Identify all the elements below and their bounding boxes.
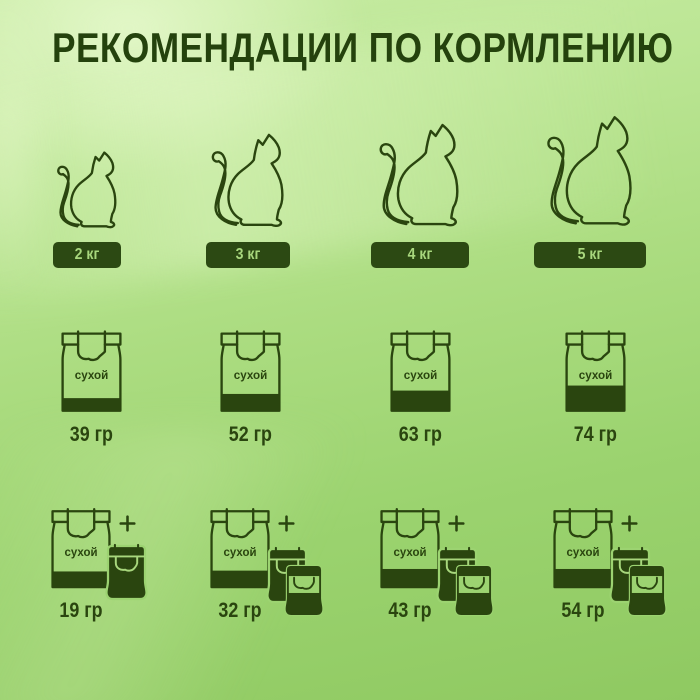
dry-food-bag-icon: сухой (210, 508, 270, 589)
combo-amount-label: 43 гр (388, 599, 432, 622)
bag-label: сухой (403, 368, 437, 382)
combo-column-3kg: сухой 32 гр (207, 507, 335, 622)
bag-label: сухой (74, 368, 108, 382)
dry-amount-label: 74 гр (573, 423, 617, 446)
dry-food-bag-icon: сухой (553, 508, 613, 589)
wet-pouch-half-icon (285, 563, 323, 618)
dry-food-bag-icon: сухой (380, 508, 440, 589)
weight-badge: 2 кг (53, 242, 121, 268)
cat-column-4kg: 4 кг (350, 108, 490, 268)
plus-icon (119, 515, 136, 532)
weight-label: 5 кг (577, 246, 603, 263)
dry-only-column-3kg: сухой 52 гр (195, 330, 305, 447)
weight-badge: 3 кг (206, 242, 290, 268)
cat-column-3kg: 3 кг (178, 108, 318, 268)
combo-column-5kg: сухой 54 гр (550, 507, 678, 622)
bag-label: сухой (65, 545, 98, 559)
combo-amount-label: 19 гр (59, 599, 103, 622)
dry-only-column-2kg: сухой 39 гр (36, 330, 146, 447)
weight-label: 3 кг (235, 246, 261, 263)
page-title: РЕКОМЕНДАЦИИ ПО КОРМЛЕНИЮ (52, 24, 674, 71)
combo-amount-label: 32 гр (218, 599, 262, 622)
dry-food-bag-icon: сухой (60, 330, 122, 412)
dry-amount-label: 39 гр (69, 423, 113, 446)
weight-badge: 4 кг (371, 242, 469, 268)
plus-icon (621, 515, 638, 532)
wet-pouch-icon (106, 543, 147, 601)
dry-only-column-4kg: сухой 63 гр (365, 330, 475, 447)
dry-food-bag-icon: сухой (564, 330, 626, 412)
wet-pouch-half-icon (455, 563, 493, 618)
bag-label: сухой (567, 545, 600, 559)
cat-icon (546, 116, 632, 226)
combo-column-2kg: сухой 19 гр (48, 507, 176, 622)
dry-food-bag-icon: сухой (51, 508, 111, 589)
dry-amount-label: 63 гр (398, 423, 442, 446)
weight-label: 4 кг (407, 246, 433, 263)
cat-column-5kg: 5 кг (520, 108, 660, 268)
dry-food-bag-icon: сухой (389, 330, 451, 412)
bag-label: сухой (578, 368, 612, 382)
bag-label: сухой (233, 368, 267, 382)
combo-column-4kg: сухой 43 гр (377, 507, 505, 622)
dry-amount-label: 52 гр (228, 423, 272, 446)
combo-amount-label: 54 гр (561, 599, 605, 622)
plus-icon (448, 515, 465, 532)
dry-food-bag-icon: сухой (219, 330, 281, 412)
weight-label: 2 кг (74, 246, 100, 263)
weight-badge: 5 кг (534, 242, 646, 268)
bag-label: сухой (394, 545, 427, 559)
cat-icon (211, 133, 284, 228)
cat-column-2kg: 2 кг (17, 108, 157, 268)
wet-pouch-half-icon (628, 563, 666, 618)
cat-icon (379, 123, 459, 227)
dry-only-column-5kg: сухой 74 гр (540, 330, 650, 447)
plus-icon (278, 515, 295, 532)
cat-icon (56, 151, 116, 229)
bag-label: сухой (224, 545, 257, 559)
